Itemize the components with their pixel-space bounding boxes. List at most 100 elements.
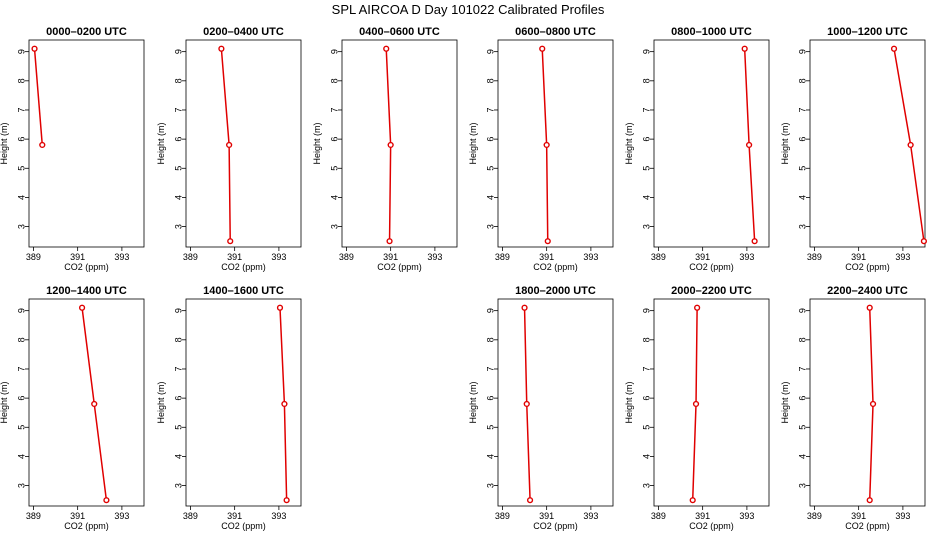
y-tick-label: 9 — [329, 49, 339, 54]
profile-point — [920, 238, 927, 245]
y-tick-label: 4 — [16, 195, 26, 200]
y-tick-label: 5 — [485, 166, 495, 171]
y-tick-label: 7 — [797, 107, 807, 112]
plot-frame — [341, 39, 458, 248]
y-axis-label: Height (m) — [624, 122, 634, 164]
profile-point — [539, 45, 546, 52]
y-tick-label: 9 — [173, 49, 183, 54]
y-tick-label: 3 — [485, 483, 495, 488]
y-tick-label: 5 — [485, 425, 495, 430]
y-tick-label: 3 — [173, 224, 183, 229]
y-tick-label: 5 — [16, 425, 26, 430]
x-axis-label: CO2 (ppm) — [377, 262, 422, 272]
y-tick-label: 6 — [641, 137, 651, 142]
x-tick-label: 391 — [70, 252, 85, 262]
y-tick-label: 7 — [485, 366, 495, 371]
y-tick-label: 5 — [329, 166, 339, 171]
x-axis-label: CO2 (ppm) — [64, 262, 109, 272]
profile-point — [907, 141, 914, 149]
plot-frame — [497, 298, 614, 507]
x-axis-label: CO2 (ppm) — [689, 521, 734, 531]
y-tick-label: 4 — [797, 454, 807, 459]
y-tick-label: 6 — [797, 137, 807, 142]
x-tick-label: 393 — [583, 252, 598, 262]
profile-point — [227, 238, 234, 245]
x-tick-label: 389 — [807, 252, 822, 262]
x-tick-label: 389 — [495, 511, 510, 521]
y-tick-label: 8 — [641, 337, 651, 342]
y-tick-label: 4 — [485, 195, 495, 200]
panel-title: 1800–2000 UTC — [515, 285, 596, 297]
plot-frame — [185, 39, 302, 248]
y-tick-label: 3 — [173, 483, 183, 488]
figure-title: SPL AIRCOA D Day 101022 Calibrated Profi… — [332, 2, 605, 17]
y-tick-label: 3 — [16, 224, 26, 229]
y-tick-label: 4 — [173, 195, 183, 200]
y-tick-label: 3 — [641, 483, 651, 488]
y-tick-label: 5 — [797, 425, 807, 430]
x-axis-label: CO2 (ppm) — [533, 262, 578, 272]
profile-point — [283, 497, 290, 504]
plot-frame — [653, 39, 770, 248]
y-tick-label: 4 — [797, 195, 807, 200]
profile-point — [281, 400, 288, 408]
x-tick-label: 391 — [695, 252, 710, 262]
panel-9: 2000–2200 UTC 389 391 393 3 4 5 6 7 8 9 CO2 (ppm) He… — [624, 285, 770, 531]
profile-point — [523, 400, 530, 408]
y-tick-label: 3 — [16, 483, 26, 488]
x-tick-label: 391 — [70, 511, 85, 521]
y-tick-label: 6 — [329, 137, 339, 142]
x-tick-label: 391 — [227, 511, 242, 521]
x-tick-label: 389 — [651, 511, 666, 521]
y-tick-label: 9 — [797, 49, 807, 54]
x-axis-label: CO2 (ppm) — [533, 521, 578, 531]
y-axis-label: Height (m) — [624, 381, 634, 423]
y-tick-label: 8 — [329, 78, 339, 83]
panel-8: 1800–2000 UTC 389 391 393 3 4 5 6 7 8 9 CO2 (ppm) He… — [468, 285, 614, 531]
y-tick-label: 9 — [797, 308, 807, 313]
x-axis-label: CO2 (ppm) — [845, 262, 890, 272]
x-tick-label: 393 — [739, 252, 754, 262]
profile-point — [694, 304, 701, 311]
y-axis-label: Height (m) — [0, 381, 9, 423]
x-tick-label: 389 — [339, 252, 354, 262]
y-tick-label: 6 — [485, 137, 495, 142]
y-tick-label: 8 — [485, 78, 495, 83]
y-axis-label: Height (m) — [780, 122, 790, 164]
profile-point — [78, 304, 86, 311]
y-tick-label: 5 — [173, 425, 183, 430]
y-tick-label: 4 — [329, 195, 339, 200]
y-tick-label: 5 — [16, 166, 26, 171]
profile-point — [218, 45, 225, 52]
x-axis-label: CO2 (ppm) — [689, 262, 734, 272]
profile-point — [543, 141, 550, 149]
profile-point — [386, 238, 393, 245]
profile-point — [226, 141, 233, 149]
profile-point — [383, 45, 390, 52]
y-axis-label: Height (m) — [156, 381, 166, 423]
profile-point — [103, 497, 110, 504]
profile-point — [544, 238, 551, 245]
profile-point — [745, 141, 753, 149]
y-axis-label: Height (m) — [468, 122, 478, 164]
y-tick-label: 7 — [173, 107, 183, 112]
profile-point — [866, 304, 873, 311]
panel-10: 2200–2400 UTC 389 391 393 3 4 5 6 7 8 9 CO2 (ppm) He… — [780, 285, 926, 531]
panel-2: 0400–0600 UTC 389 391 393 3 4 5 6 7 8 9 CO2 (ppm) He… — [312, 26, 458, 272]
y-tick-label: 9 — [485, 49, 495, 54]
plot-frame — [185, 298, 302, 507]
profile-point — [741, 45, 748, 52]
y-tick-label: 3 — [485, 224, 495, 229]
y-tick-label: 7 — [173, 366, 183, 371]
plot-frame — [653, 298, 770, 507]
profile-point — [526, 497, 534, 504]
y-axis-label: Height (m) — [0, 122, 9, 164]
x-tick-label: 389 — [807, 511, 822, 521]
panel-6: 1200–1400 UTC 389 391 393 3 4 5 6 7 8 9 CO2 (ppm) He… — [0, 285, 145, 531]
panel-title: 1400–1600 UTC — [203, 285, 284, 297]
profile-line — [33, 48, 44, 146]
y-tick-label: 8 — [797, 78, 807, 83]
y-tick-label: 4 — [485, 454, 495, 459]
plot-frame — [809, 39, 926, 248]
x-axis-label: CO2 (ppm) — [64, 521, 109, 531]
